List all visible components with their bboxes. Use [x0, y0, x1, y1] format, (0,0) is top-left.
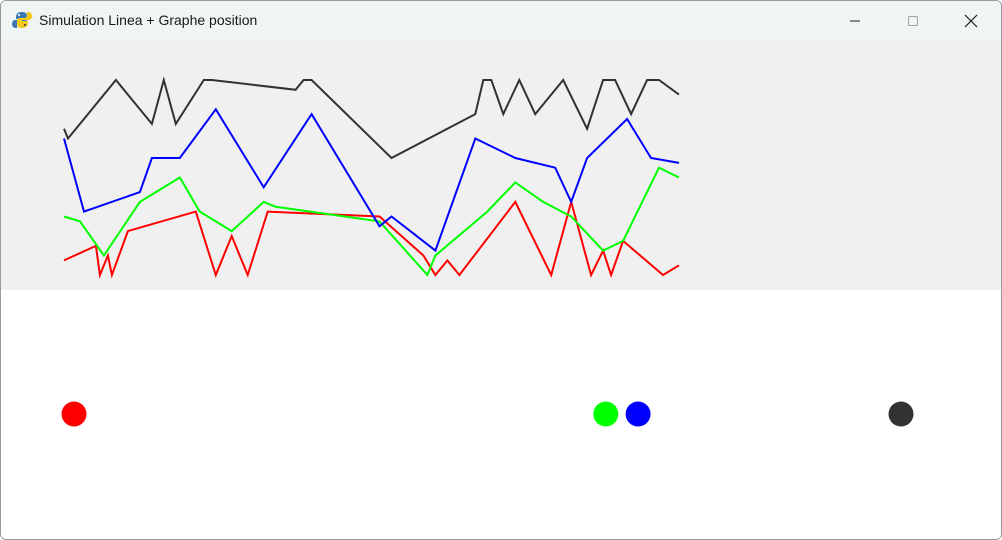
ball-dark	[888, 401, 914, 427]
ball-blue	[625, 401, 651, 427]
close-button[interactable]	[942, 1, 1000, 40]
minimize-icon	[850, 20, 860, 21]
graph-line-green	[63, 166, 680, 277]
ball-red	[61, 401, 87, 427]
graph-line-dark	[63, 76, 680, 160]
simulation-track	[61, 401, 914, 427]
maximize-icon	[908, 15, 918, 26]
maximize-button[interactable]	[884, 1, 942, 40]
position-graph-panel	[1, 40, 1001, 290]
title-bar[interactable]: Simulation Linea + Graphe position	[1, 1, 1001, 40]
graph-line-blue	[63, 107, 680, 253]
close-icon	[964, 14, 978, 27]
graph-line-red	[63, 198, 680, 279]
window-title: Simulation Linea + Graphe position	[39, 12, 258, 28]
position-graph	[63, 76, 680, 279]
pygame-snake-icon	[12, 12, 32, 28]
minimize-button[interactable]	[826, 1, 884, 40]
ball-green	[593, 401, 619, 427]
simulation-panel	[1, 290, 1001, 539]
